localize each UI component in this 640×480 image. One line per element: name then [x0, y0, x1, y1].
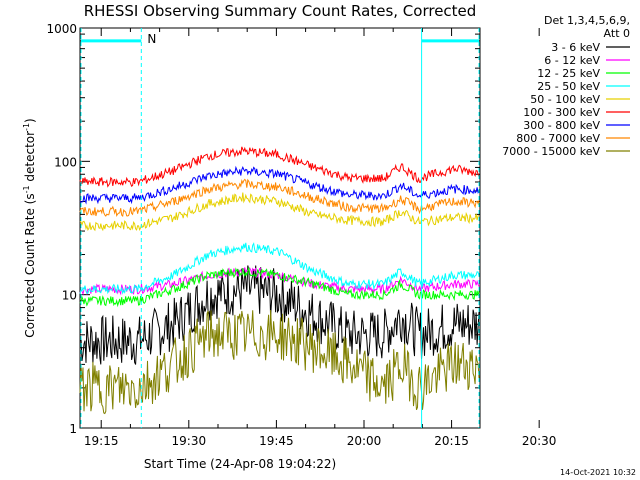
night-markers: N	[80, 28, 480, 428]
series-line-5	[79, 146, 480, 188]
legend-entry-8: 7000 - 15000 keV	[502, 145, 600, 158]
legend-entry-3: 25 - 50 keV	[537, 80, 600, 93]
y-label-part2: detector	[23, 131, 37, 186]
plot-frame	[79, 27, 481, 429]
x-axis: 19:15 19:30 19:45 20:00 20:15 20:30	[84, 28, 557, 448]
y-label-sup1: -1	[22, 185, 31, 193]
y-tick-label-3: 1000	[46, 22, 77, 36]
y-axis-label: Corrected Count Rate (s-1 detector-1)	[22, 118, 37, 337]
y-axis: 1 10 100 1000	[46, 22, 480, 436]
legend-entry-6: 300 - 800 keV	[523, 119, 600, 132]
legend-header-1: Det 1,3,4,5,6,9,	[544, 14, 630, 27]
series-line-4	[79, 192, 480, 232]
legend-entry-7: 800 - 7000 keV	[516, 132, 600, 145]
x-tick-label-0: 19:15	[84, 434, 119, 448]
x-tick-label-4: 20:15	[434, 434, 469, 448]
timestamp: 14-Oct-2021 10:32	[560, 468, 636, 477]
y-label-part3: )	[23, 118, 37, 123]
y-tick-label-2: 100	[54, 155, 77, 169]
legend-entry-4: 50 - 100 keV	[530, 93, 600, 106]
series-line-6	[79, 165, 480, 205]
x-tick-label-1: 19:30	[172, 434, 207, 448]
x-axis-label: Start Time (24-Apr-08 19:04:22)	[144, 457, 336, 471]
series-line-0	[79, 265, 480, 365]
series-line-2	[79, 267, 480, 308]
chart-title: RHESSI Observing Summary Count Rates, Co…	[84, 2, 477, 20]
plot-area	[79, 27, 481, 429]
x-tick-label-3: 20:00	[347, 434, 382, 448]
series-line-3	[79, 242, 480, 295]
y-tick-label-1: 10	[62, 289, 77, 303]
legend-entry-0: 3 - 6 keV	[551, 41, 600, 54]
legend-entry-1: 6 - 12 keV	[544, 54, 600, 67]
y-tick-label-0: 1	[69, 422, 77, 436]
night-label: N	[147, 32, 156, 46]
series-line-7	[79, 178, 480, 218]
legend-header-2: Att 0	[604, 27, 630, 40]
y-label-part1: Corrected Count Rate (s	[23, 193, 37, 337]
x-tick-label-2: 19:45	[259, 434, 294, 448]
y-label-sup2: -1	[22, 123, 31, 131]
legend-entry-2: 12 - 25 keV	[537, 67, 600, 80]
legend-entry-5: 100 - 300 keV	[523, 106, 600, 119]
series-line-8	[79, 309, 480, 415]
x-tick-label-5: 20:30	[522, 434, 557, 448]
series-lines	[79, 146, 480, 415]
